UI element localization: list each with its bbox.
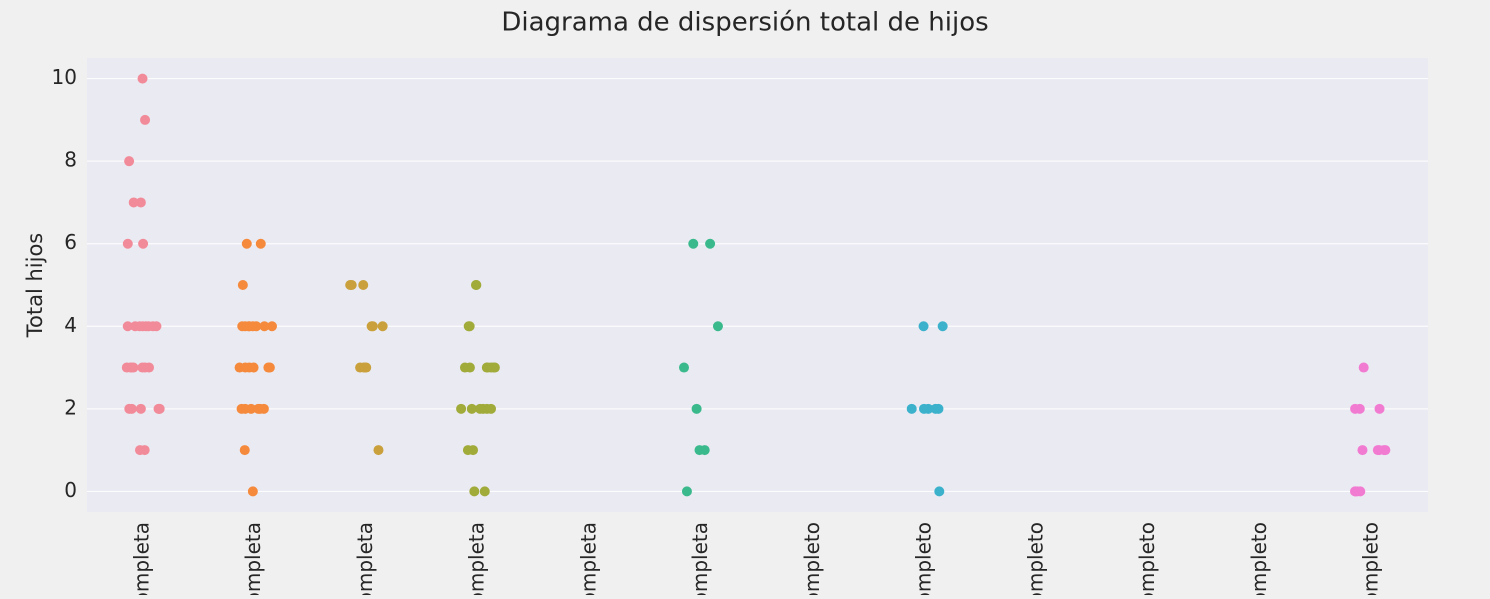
point bbox=[137, 362, 148, 373]
point bbox=[345, 280, 356, 290]
point bbox=[1349, 486, 1360, 497]
y-tick-label: 10 bbox=[52, 65, 77, 89]
point bbox=[470, 280, 481, 290]
point bbox=[377, 321, 388, 332]
point bbox=[241, 238, 252, 249]
point bbox=[466, 403, 477, 414]
point bbox=[128, 197, 139, 208]
point bbox=[918, 321, 929, 332]
point bbox=[255, 238, 266, 249]
y-tick-label: 8 bbox=[64, 148, 77, 172]
y-tick-label: 6 bbox=[64, 230, 77, 254]
point bbox=[126, 403, 137, 414]
point bbox=[130, 321, 141, 332]
point bbox=[678, 362, 689, 373]
y-tick-label: 4 bbox=[64, 313, 77, 337]
x-tick-label: ompleto bbox=[1135, 522, 1159, 595]
point bbox=[240, 362, 251, 373]
point bbox=[705, 238, 716, 249]
point bbox=[251, 321, 262, 332]
point bbox=[366, 321, 377, 332]
point bbox=[237, 321, 248, 332]
point bbox=[488, 362, 499, 373]
x-tick-label: ompleta bbox=[688, 522, 712, 595]
point bbox=[135, 197, 146, 208]
point bbox=[255, 403, 266, 414]
x-tick-label: ompleto bbox=[800, 522, 824, 595]
x-tick-label: ompleto bbox=[1359, 522, 1383, 595]
point bbox=[475, 403, 486, 414]
point bbox=[934, 486, 945, 497]
point bbox=[135, 403, 146, 414]
point bbox=[140, 114, 151, 125]
point bbox=[712, 321, 723, 332]
point bbox=[244, 321, 255, 332]
point bbox=[1358, 362, 1369, 373]
point bbox=[1374, 403, 1385, 414]
x-tick-label: ompleto bbox=[912, 522, 936, 595]
point bbox=[137, 321, 148, 332]
chart-title: Diagrama de dispersión total de hijos bbox=[501, 8, 988, 38]
point bbox=[681, 486, 692, 497]
point bbox=[139, 445, 150, 456]
point bbox=[121, 362, 132, 373]
x-tick-label: ompleta bbox=[465, 522, 489, 595]
point bbox=[138, 238, 149, 249]
point bbox=[259, 321, 270, 332]
point bbox=[694, 445, 705, 456]
point bbox=[919, 403, 930, 414]
point bbox=[266, 321, 277, 332]
x-tick-label: ompleta bbox=[353, 522, 377, 595]
point bbox=[137, 73, 148, 84]
point bbox=[122, 238, 133, 249]
x-tick-label: ompleto bbox=[1023, 522, 1047, 595]
x-tick-label: ompleto bbox=[1247, 522, 1271, 595]
point bbox=[1357, 445, 1368, 456]
point bbox=[688, 238, 699, 249]
point bbox=[464, 362, 475, 373]
point bbox=[246, 403, 257, 414]
point bbox=[691, 403, 702, 414]
point bbox=[263, 362, 274, 373]
y-tick-label: 2 bbox=[64, 395, 77, 419]
point bbox=[239, 445, 250, 456]
point bbox=[237, 280, 248, 290]
point bbox=[462, 445, 473, 456]
x-tick-label: ompleta bbox=[241, 522, 265, 595]
point bbox=[122, 321, 133, 332]
y-axis-label: Total hijos bbox=[23, 233, 47, 339]
point bbox=[456, 403, 467, 414]
plot-area bbox=[87, 58, 1428, 512]
point bbox=[359, 362, 370, 373]
point bbox=[154, 403, 165, 414]
point bbox=[124, 156, 135, 167]
point bbox=[930, 403, 941, 414]
point bbox=[1378, 445, 1389, 456]
point bbox=[373, 445, 384, 456]
point bbox=[479, 486, 490, 497]
point bbox=[937, 321, 948, 332]
point bbox=[463, 321, 474, 332]
point bbox=[1354, 403, 1365, 414]
point bbox=[469, 486, 480, 497]
point bbox=[248, 362, 259, 373]
x-tick-label: ompleta bbox=[129, 522, 153, 595]
point bbox=[906, 403, 917, 414]
point bbox=[247, 486, 258, 497]
point bbox=[236, 403, 247, 414]
y-tick-label: 0 bbox=[64, 478, 77, 502]
point bbox=[358, 280, 369, 290]
x-tick-label: ompleta bbox=[576, 522, 600, 595]
